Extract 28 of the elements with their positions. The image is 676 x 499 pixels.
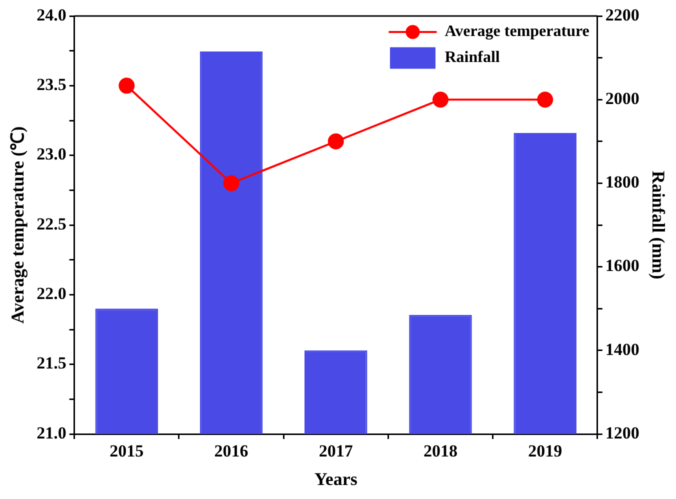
y-tick-label: 22.5 [36,214,66,234]
point [118,78,135,94]
y2-tick-label: 1800 [605,172,640,192]
y2-tick-label: 2200 [605,5,640,24]
point [223,175,240,192]
x-axis-title: Years [314,468,358,489]
y2-tick-label: 1600 [605,256,640,276]
legend-label: Rainfall [444,49,500,66]
y-axis-title: Average temperature (℃) [7,126,28,324]
y2-tick-label: 1200 [605,423,640,442]
x-tick-label: 2018 [423,442,458,461]
point [328,133,344,150]
x-tick-label: 2015 [110,442,144,461]
y-tick-label: 22.0 [36,284,66,304]
y-tick-label: 21.5 [36,354,66,373]
legend-label: Average temperature [444,23,590,40]
point [537,92,554,108]
y2-tick-label: 2000 [605,88,640,108]
x-tick-label: 2016 [214,442,248,461]
y-tick-label: 24.0 [36,5,66,24]
y-tick-label: 23.0 [36,144,66,164]
y2-tick-label: 1400 [605,340,640,359]
x-tick-label: 2017 [318,442,354,461]
point [432,92,448,108]
y2-axis-title: Rainfall (mm) [648,170,669,280]
x-tick-label: 2019 [528,442,562,461]
y-tick-label: 21.0 [36,423,66,442]
y-tick-label: 23.5 [36,75,66,94]
